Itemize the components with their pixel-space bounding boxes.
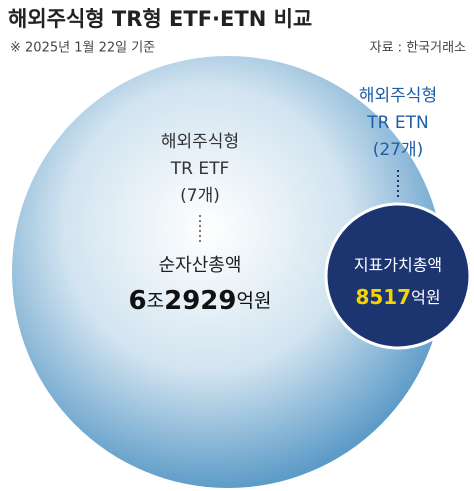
note: ※ 2025년 1월 22일 기준 [10, 41, 155, 56]
etf-label: TR ETF [170, 159, 230, 179]
etf-label: (7개) [180, 186, 220, 206]
amount-number: 6 [129, 286, 147, 316]
etn-circle [324, 202, 472, 350]
etf-metric: 순자산총액 [159, 255, 242, 276]
amount-unit: 조 [147, 290, 164, 312]
amount-number: 8517 [355, 285, 411, 309]
amount-unit: 억원 [236, 290, 271, 312]
etn-label: TR ETN [366, 113, 428, 133]
etn-amount: 8517억원 [355, 285, 440, 309]
etn-metric: 지표가치총액 [354, 256, 442, 275]
source: 자료 : 한국거래소 [370, 41, 466, 56]
title: 해외주식형 TR형 ETF·ETN 비교 [8, 7, 312, 31]
etf-amount: 6조2929억원 [129, 286, 272, 316]
etf-label: 해외주식형 [161, 132, 239, 152]
amount-number: 2929 [164, 286, 236, 316]
etf-circle [12, 56, 444, 488]
etn-label: (27개) [373, 140, 424, 160]
etn-label: 해외주식형 [359, 86, 437, 106]
amount-unit: 억원 [411, 288, 440, 307]
